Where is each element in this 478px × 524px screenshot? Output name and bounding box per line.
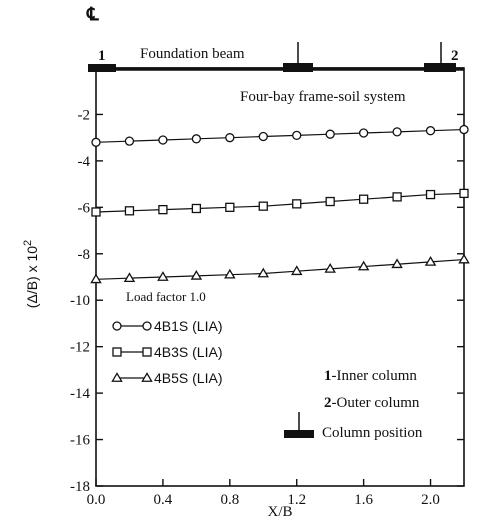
series-3-point [290,265,303,276]
series-2-point [191,203,202,214]
series-3-point [257,267,270,278]
legend-marker-3-b [141,372,153,382]
series-line-2 [95,192,465,213]
series-1-point [425,126,436,136]
y-tick-label: -4 [78,154,91,170]
legend-marker-2-b [142,347,152,357]
series-3-point [190,269,203,280]
series-1-point [459,124,469,135]
series-3-point [123,272,136,283]
legend-label-3: 4B5S (LIA) [154,370,222,386]
series-line-3 [95,258,465,280]
series-2-point [358,194,369,204]
series-2-point [425,189,436,200]
series-3-point [357,260,370,271]
series-1-point [358,128,369,138]
column-marker-outer [424,63,456,72]
series-2-point [392,192,402,202]
legend-label-2: 4B3S (LIA) [154,344,222,360]
outer-column-number: 2 [324,395,332,411]
series-1-point [392,127,402,137]
series-3-point [324,262,336,273]
x-tick-label: 1.6 [354,492,373,508]
inner-column-text: -Inner column [332,368,418,384]
y-tick-label: -14 [70,386,90,402]
series-1-point [158,135,168,145]
series-1-point [124,136,135,146]
y-tick-label: -18 [70,479,90,495]
series-3-point [391,258,403,269]
y-tick-label: -6 [78,200,91,216]
legend-title: Load factor 1.0 [126,289,206,304]
y-tick-label: -2 [78,107,91,123]
outer-column-text: -Outer column [332,395,420,411]
x-axis-label: X/B [267,504,292,520]
series-2-point [91,207,101,217]
x-tick-label: 0.0 [87,492,106,508]
series-2-point [158,205,168,215]
series-1-point [191,134,202,144]
inner-column-number: 1 [324,368,332,384]
series-2-point [325,196,335,207]
y-tick-label: -12 [70,340,90,356]
column-legend: 1-Inner column 2-Outer column Column pos… [284,368,423,441]
series-3-point [458,253,470,264]
centerline-symbol: ℄ [86,4,99,24]
series-1-point [292,130,302,140]
series-3-point [157,271,169,281]
y-axis-label: (Δ/B) x 102 [22,240,40,308]
x-tick-label: 1.2 [287,492,306,508]
series-1-point [258,131,268,142]
series-2-point [459,188,469,199]
y-tick-label: -10 [70,293,90,309]
series-layer [90,124,470,284]
y-axis-label-group: (Δ/B) x 102 [22,240,40,308]
series-3-point [224,268,236,279]
y-tick-label: -8 [78,247,91,263]
y-tick-label: -16 [70,433,90,449]
x-tick-label: 0.4 [154,492,173,508]
axis-ticks: -2 -4 -6 -8 -10 -12 -14 -16 -180.0 0.4 0.8 1.2 1.6 2.… [70,107,464,508]
series-1-point [225,133,235,143]
column-marker-2-label: 2 [451,48,459,64]
x-tick-label: 0.8 [220,492,239,508]
series-1-point [91,137,101,147]
y-axis-label-superscript: 2 [22,240,34,246]
series-2-point [124,206,135,216]
column-position-text: Column position [322,425,423,441]
inner-column-legend: 1-Inner column [324,368,417,384]
column-marker-inner-0 [88,64,116,72]
series-2-point [225,202,235,212]
series-1-point [325,129,335,139]
legend-marker-3-a [111,372,123,382]
series-line-1 [95,128,465,143]
series-2-point [258,201,268,211]
legend-label-1: 4B1S (LIA) [154,318,222,334]
legend-marker-1-b [142,321,152,331]
column-marker-1-label: 1 [98,48,106,64]
series-2-point [292,199,302,209]
legend: Load factor 1.0 4B1S (LIA) 4B3S (LIA) 4B5S… [111,289,222,386]
legend-marker-2-a [112,347,122,357]
foundation-beam-label: Foundation beam [140,46,245,62]
series-3-point [424,256,437,266]
system-label: Four-bay frame-soil system [240,89,406,105]
outer-column-legend: 2-Outer column [324,395,420,411]
legend-marker-1-a [112,321,122,331]
x-tick-label: 2.0 [421,492,440,508]
series-3-point [90,273,102,284]
legend-items: 4B1S (LIA) 4B3S (LIA) 4B5S (LIA) [111,318,222,386]
